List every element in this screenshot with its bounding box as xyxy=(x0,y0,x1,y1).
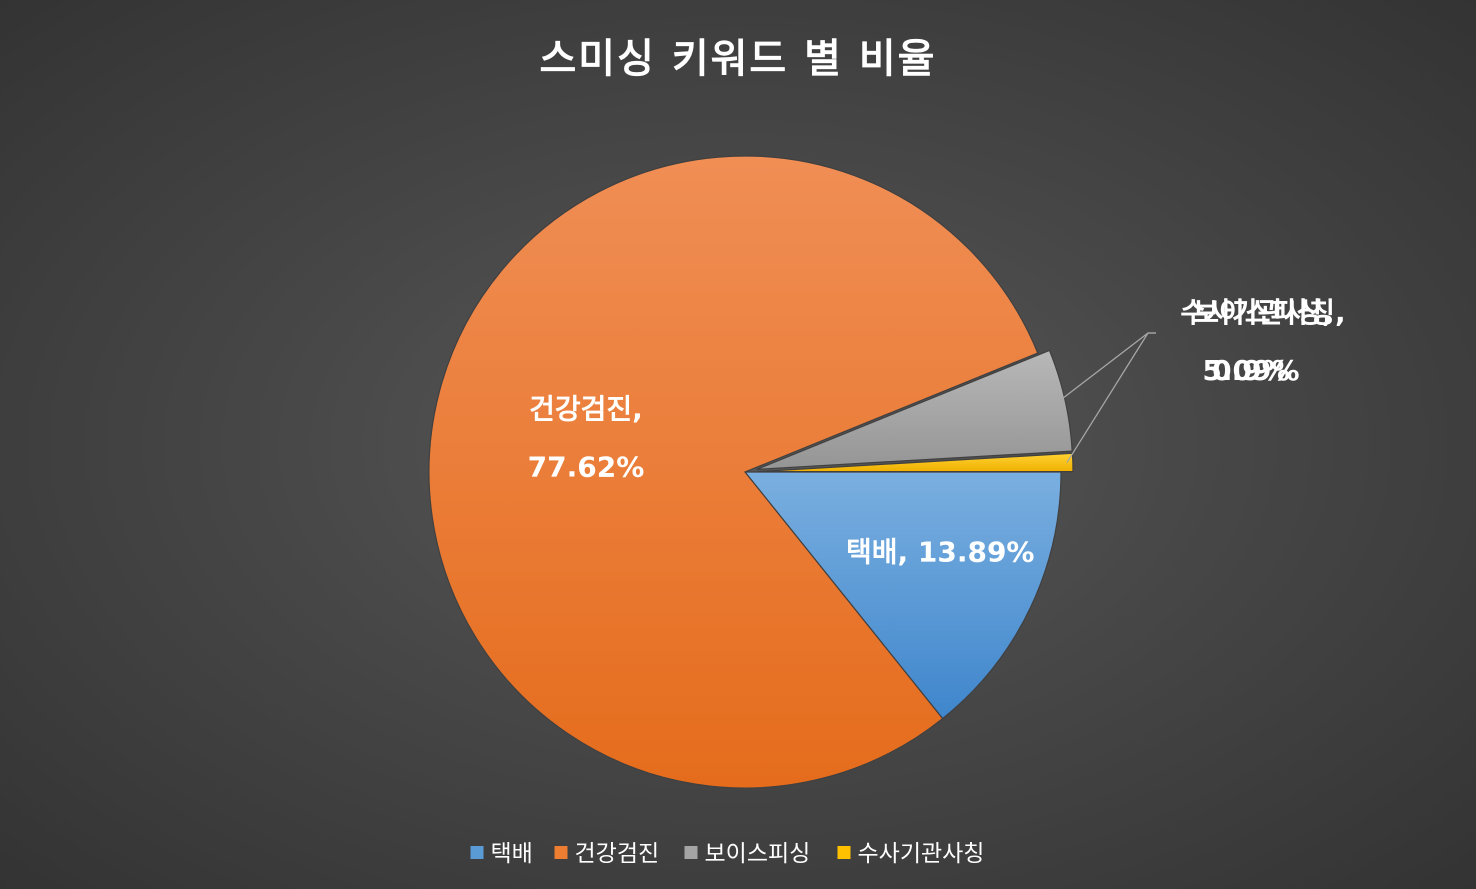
legend-swatch-4 xyxy=(837,846,851,859)
pie-slice-1 xyxy=(743,471,1062,720)
legend: 택배 건강검진 보이스피싱 수사기관사칭 xyxy=(470,841,985,867)
pie-slice-2 xyxy=(428,155,1039,789)
data-label-4-name: 수사기관사칭, xyxy=(1180,296,1345,329)
leader-line-4 xyxy=(1066,332,1156,464)
chart-title: 스미싱 키워드 별 비율 xyxy=(540,36,937,82)
legend-swatch-2 xyxy=(554,846,568,859)
data-label-3-name: 보이스피싱, xyxy=(1193,296,1332,329)
data-labels: 택배, 13.89% 건강검진, 77.62% 보이스피싱, 5.09% 수사기관사칭, 0… xyxy=(528,296,1346,568)
data-label-2-value: 77.62% xyxy=(528,451,645,484)
data-label-1: 택배, 13.89% xyxy=(846,535,1035,568)
pie-slice-3 xyxy=(756,349,1073,470)
leader-lines xyxy=(1058,332,1156,464)
legend-label-2: 건강검진 xyxy=(575,841,660,867)
data-label-3-value: 5.09% xyxy=(1202,354,1299,387)
legend-label-3: 보이스피싱 xyxy=(705,841,811,867)
legend-label-4: 수사기관사칭 xyxy=(858,841,985,867)
legend-swatch-3 xyxy=(684,846,698,859)
pie-slices xyxy=(428,155,1074,789)
legend-swatch-1 xyxy=(470,846,484,859)
legend-label-1: 택배 xyxy=(491,841,533,867)
data-label-2-name: 건강검진, xyxy=(529,393,643,426)
data-label-4-value: 0.9% xyxy=(1212,354,1290,387)
